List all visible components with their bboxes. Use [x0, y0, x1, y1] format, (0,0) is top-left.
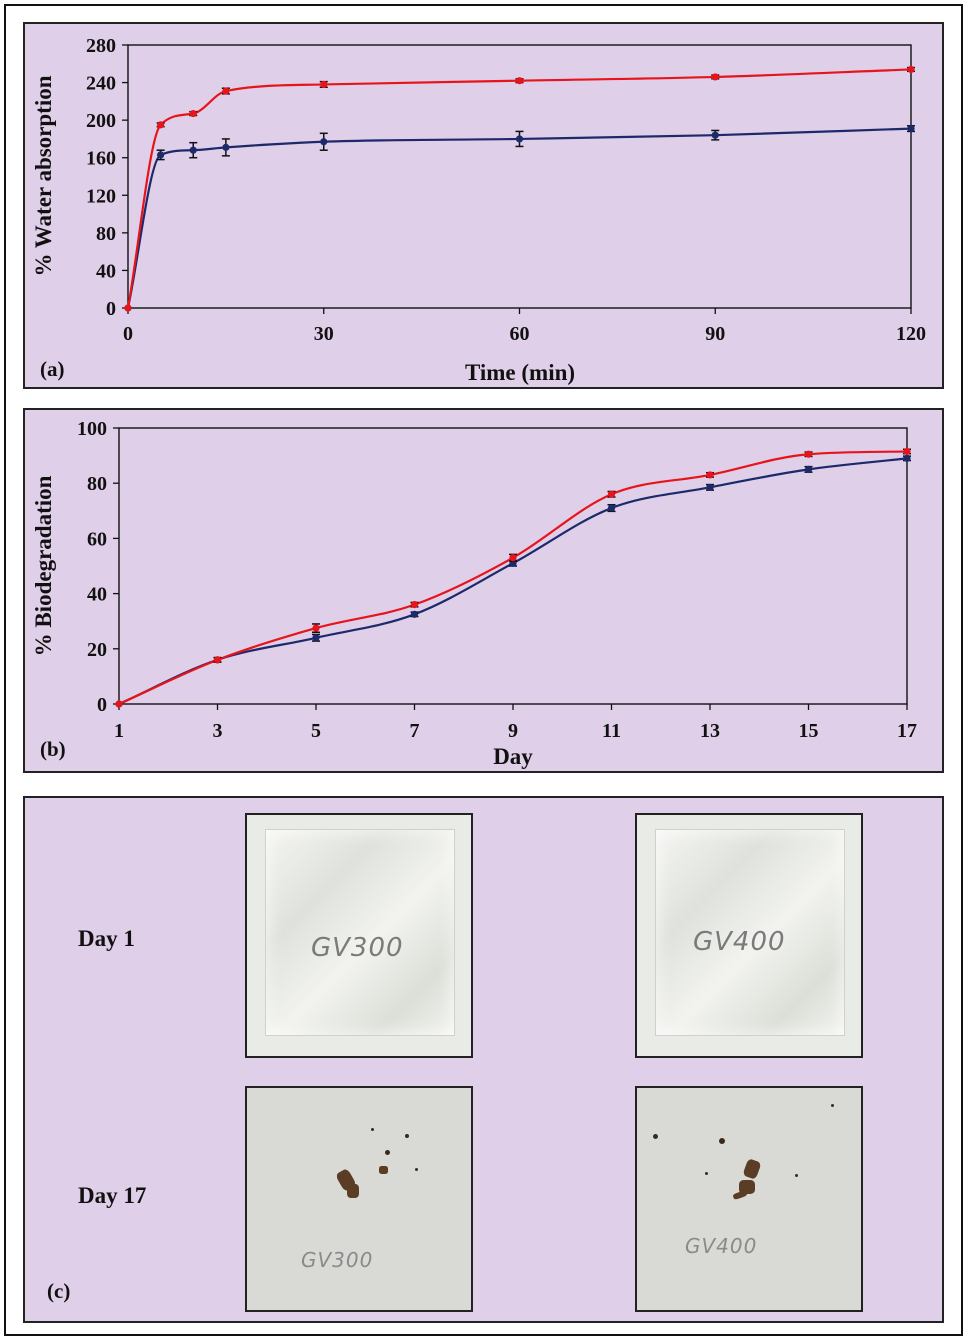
panel-label-c: (c) [47, 1279, 70, 1303]
y-tick-label: 240 [86, 73, 116, 95]
residue [371, 1128, 374, 1131]
x-tick-label: 17 [897, 720, 917, 742]
handwritten-label: GV400 [693, 927, 786, 957]
residue [379, 1166, 388, 1174]
x-tick-label: 1 [114, 720, 124, 742]
data-point [157, 151, 165, 159]
data-point [189, 109, 197, 118]
panel-c-photos: Day 1 Day 17 GV300 GV400 GV300 GV400 (c) [23, 796, 944, 1323]
panel-c-label-layer: (c) [47, 1279, 70, 1303]
data-point [222, 143, 230, 151]
data-point [213, 656, 222, 664]
film-sample [264, 829, 456, 1037]
x-tick-label: 9 [508, 720, 518, 742]
x-tick-label: 60 [510, 323, 530, 345]
x-tick-label: 7 [410, 720, 420, 742]
photo-gv400-day-17: GV400 [635, 1086, 863, 1312]
panel-label: (b) [40, 737, 66, 761]
row-label-day-17: Day 17 [78, 1183, 147, 1208]
x-tick-label: 3 [213, 720, 223, 742]
data-point [903, 447, 911, 456]
data-point [706, 471, 714, 479]
data-point [222, 87, 230, 95]
y-tick-label: 280 [86, 35, 116, 57]
y-tick-label: 0 [97, 694, 107, 716]
y-tick-label: 40 [96, 260, 116, 282]
x-tick-label: 120 [896, 323, 926, 345]
water-absorption-chart: 0 40 80 120 160 200 240 280 0 30 60 90 120 Time (min)… [31, 35, 926, 385]
residue [705, 1172, 708, 1175]
residue [653, 1134, 658, 1139]
handwritten-label: GV400 [685, 1234, 758, 1258]
handwritten-label: GV300 [301, 1248, 374, 1272]
residue [415, 1168, 418, 1171]
y-axis-title: % Biodegradation [31, 475, 56, 656]
residue [831, 1104, 834, 1107]
y-tick-label: 100 [77, 418, 107, 440]
x-axis-title: Day [493, 744, 533, 769]
series-line [118, 450, 908, 706]
y-tick-label: 20 [87, 639, 107, 661]
data-point [115, 700, 123, 708]
data-point [607, 504, 616, 512]
data-point [410, 610, 419, 618]
x-tick-label: 15 [799, 720, 819, 742]
y-tick-label: 120 [86, 185, 116, 207]
data-point [706, 483, 714, 491]
residue [795, 1174, 798, 1177]
x-tick-label: 13 [700, 720, 720, 742]
x-tick-label: 90 [705, 323, 725, 345]
y-tick-label: 200 [86, 110, 116, 132]
series-line [126, 127, 912, 309]
residue [385, 1150, 390, 1155]
data-point [804, 465, 813, 473]
residue [347, 1184, 359, 1198]
series-line [118, 457, 908, 706]
data-point [410, 601, 419, 609]
data-point [320, 80, 328, 89]
data-point [515, 77, 524, 85]
photo-gv400-day-1: GV400 [635, 813, 863, 1058]
panel-label: (a) [40, 357, 65, 381]
data-point [189, 146, 197, 154]
y-tick-label: 160 [86, 148, 116, 170]
y-tick-label: 80 [96, 223, 116, 245]
data-point [312, 624, 320, 632]
y-tick-label: 0 [106, 298, 116, 320]
y-tick-label: 40 [87, 584, 107, 606]
data-point [509, 554, 517, 562]
data-point [903, 454, 911, 462]
plot-frame [127, 44, 912, 309]
x-axis-title: Time (min) [465, 360, 575, 385]
data-point [711, 73, 719, 81]
data-point [124, 304, 132, 312]
data-point [312, 634, 320, 642]
data-point [804, 450, 813, 458]
residue [719, 1138, 725, 1144]
photo-gv300-day-1: GV300 [245, 813, 473, 1058]
handwritten-label: GV300 [311, 933, 404, 963]
panel-a-water-absorption: 0 40 80 120 160 200 240 280 0 30 60 90 120 Time (min)… [23, 22, 944, 389]
y-axis-title: % Water absorption [31, 75, 56, 276]
data-point [157, 121, 165, 129]
data-point [711, 131, 719, 139]
x-tick-label: 30 [314, 323, 334, 345]
residue [405, 1134, 409, 1138]
y-tick-label: 80 [87, 473, 107, 495]
x-tick-label: 11 [602, 720, 621, 742]
data-point [515, 135, 524, 143]
panel-b-biodegradation: 0 20 40 60 80 100 1 3 5 7 9 11 13 15 17 Day% Biodegrada… [23, 408, 944, 773]
film-sample [654, 829, 846, 1037]
photo-gv300-day-17: GV300 [245, 1086, 473, 1312]
data-point [907, 65, 915, 74]
data-point [607, 490, 616, 498]
x-tick-label: 5 [311, 720, 321, 742]
series-line [126, 68, 912, 309]
x-tick-label: 0 [123, 323, 133, 345]
data-point [907, 124, 915, 133]
y-tick-label: 60 [87, 528, 107, 550]
row-label-day-1: Day 1 [78, 926, 135, 951]
data-point [320, 138, 328, 146]
